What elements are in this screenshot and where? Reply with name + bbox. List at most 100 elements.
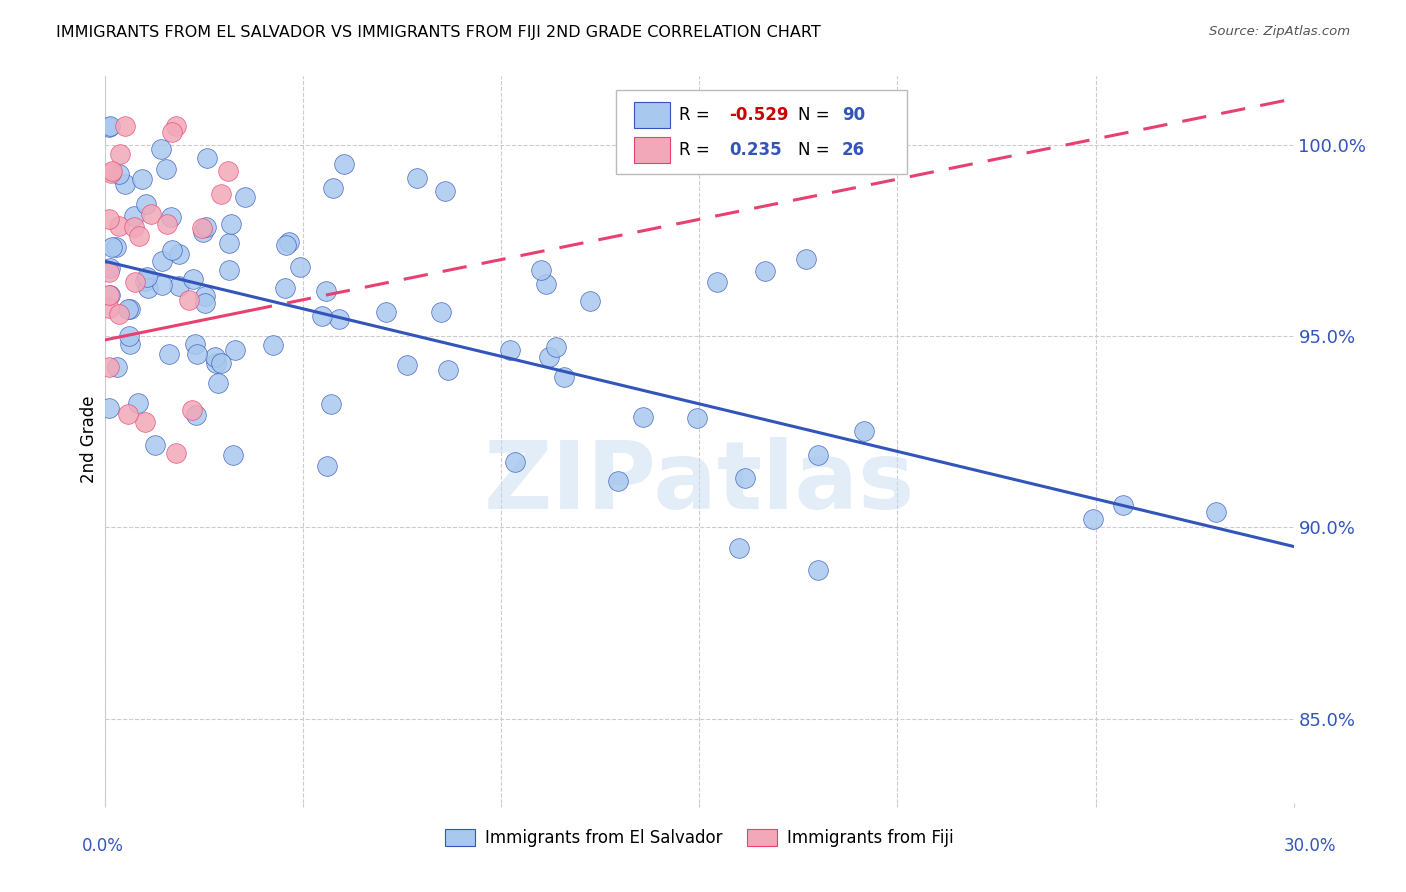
Bar bbox=[634, 102, 669, 128]
Point bbox=[98, 359, 121, 374]
Bar bbox=[634, 136, 669, 163]
Text: R =: R = bbox=[679, 106, 716, 124]
Point bbox=[807, 448, 830, 462]
Point bbox=[184, 336, 207, 351]
Point bbox=[217, 163, 239, 178]
Point bbox=[437, 363, 460, 377]
Point bbox=[184, 408, 207, 422]
Point bbox=[311, 310, 333, 324]
Point bbox=[155, 162, 177, 177]
Point bbox=[135, 197, 157, 211]
Point bbox=[117, 407, 139, 421]
Point bbox=[105, 240, 128, 254]
Point bbox=[127, 396, 149, 410]
Point bbox=[110, 147, 132, 161]
Point bbox=[134, 274, 156, 288]
Point bbox=[274, 238, 297, 252]
Point bbox=[315, 285, 337, 299]
Point bbox=[149, 143, 172, 157]
Point bbox=[150, 277, 173, 292]
Point bbox=[139, 207, 162, 221]
Point bbox=[100, 119, 122, 133]
Text: 90: 90 bbox=[842, 106, 865, 124]
Point bbox=[120, 302, 142, 317]
Point bbox=[194, 295, 217, 310]
Point bbox=[181, 272, 204, 286]
Point bbox=[224, 343, 246, 358]
Point bbox=[430, 305, 453, 319]
Point bbox=[160, 243, 183, 257]
Point bbox=[157, 347, 180, 361]
Point bbox=[100, 166, 122, 180]
Point bbox=[120, 337, 142, 351]
Text: N =: N = bbox=[799, 141, 835, 159]
Point bbox=[536, 277, 558, 291]
Point bbox=[544, 341, 567, 355]
Text: N =: N = bbox=[799, 106, 835, 124]
Y-axis label: 2nd Grade: 2nd Grade bbox=[80, 395, 98, 483]
Point bbox=[165, 446, 187, 460]
Point bbox=[375, 304, 398, 318]
Text: IMMIGRANTS FROM EL SALVADOR VS IMMIGRANTS FROM FIJI 2ND GRADE CORRELATION CHART: IMMIGRANTS FROM EL SALVADOR VS IMMIGRANT… bbox=[56, 25, 821, 40]
Point bbox=[209, 187, 232, 202]
Text: ZIPatlas: ZIPatlas bbox=[484, 437, 915, 529]
Point bbox=[222, 448, 245, 462]
Point bbox=[538, 351, 561, 365]
Point bbox=[162, 125, 184, 139]
Point bbox=[553, 370, 575, 384]
Point bbox=[159, 210, 181, 224]
Point bbox=[499, 343, 522, 357]
Point bbox=[136, 269, 159, 284]
Point bbox=[124, 220, 146, 235]
Point bbox=[219, 217, 242, 231]
Legend: Immigrants from El Salvador, Immigrants from Fiji: Immigrants from El Salvador, Immigrants … bbox=[439, 822, 960, 854]
Point bbox=[728, 541, 751, 555]
Point bbox=[131, 172, 153, 186]
Point bbox=[98, 211, 121, 226]
Point bbox=[114, 177, 136, 191]
Point bbox=[503, 455, 526, 469]
Point bbox=[1205, 506, 1227, 520]
Point bbox=[686, 411, 709, 425]
Text: -0.529: -0.529 bbox=[730, 106, 789, 124]
Point bbox=[124, 275, 146, 289]
Point bbox=[328, 312, 350, 326]
Text: 0.0%: 0.0% bbox=[82, 837, 124, 855]
Point bbox=[186, 347, 208, 361]
Point bbox=[105, 359, 128, 374]
Text: Source: ZipAtlas.com: Source: ZipAtlas.com bbox=[1209, 25, 1350, 38]
Point bbox=[194, 289, 217, 303]
Point bbox=[180, 403, 202, 417]
Text: R =: R = bbox=[679, 141, 720, 159]
Point bbox=[278, 235, 301, 249]
Point bbox=[579, 293, 602, 308]
Point bbox=[734, 471, 756, 485]
Point bbox=[218, 263, 240, 277]
Point bbox=[395, 358, 418, 372]
Point bbox=[117, 302, 139, 317]
Point bbox=[193, 225, 215, 239]
Point bbox=[530, 262, 553, 277]
Point bbox=[273, 281, 295, 295]
Point bbox=[794, 252, 817, 266]
Point bbox=[101, 164, 124, 178]
Point bbox=[207, 376, 229, 390]
Point bbox=[108, 167, 131, 181]
Point bbox=[706, 275, 728, 289]
Point bbox=[322, 181, 344, 195]
Point bbox=[631, 409, 654, 424]
Point bbox=[167, 278, 190, 293]
Point bbox=[434, 185, 457, 199]
Point bbox=[98, 401, 121, 415]
Point bbox=[288, 260, 311, 275]
Point bbox=[179, 293, 201, 308]
Point bbox=[118, 328, 141, 343]
FancyBboxPatch shape bbox=[616, 90, 907, 174]
Point bbox=[122, 209, 145, 223]
Point bbox=[315, 458, 337, 473]
Point bbox=[406, 170, 429, 185]
Point bbox=[150, 254, 173, 268]
Text: 26: 26 bbox=[842, 141, 865, 159]
Point bbox=[262, 338, 284, 352]
Point bbox=[114, 119, 136, 133]
